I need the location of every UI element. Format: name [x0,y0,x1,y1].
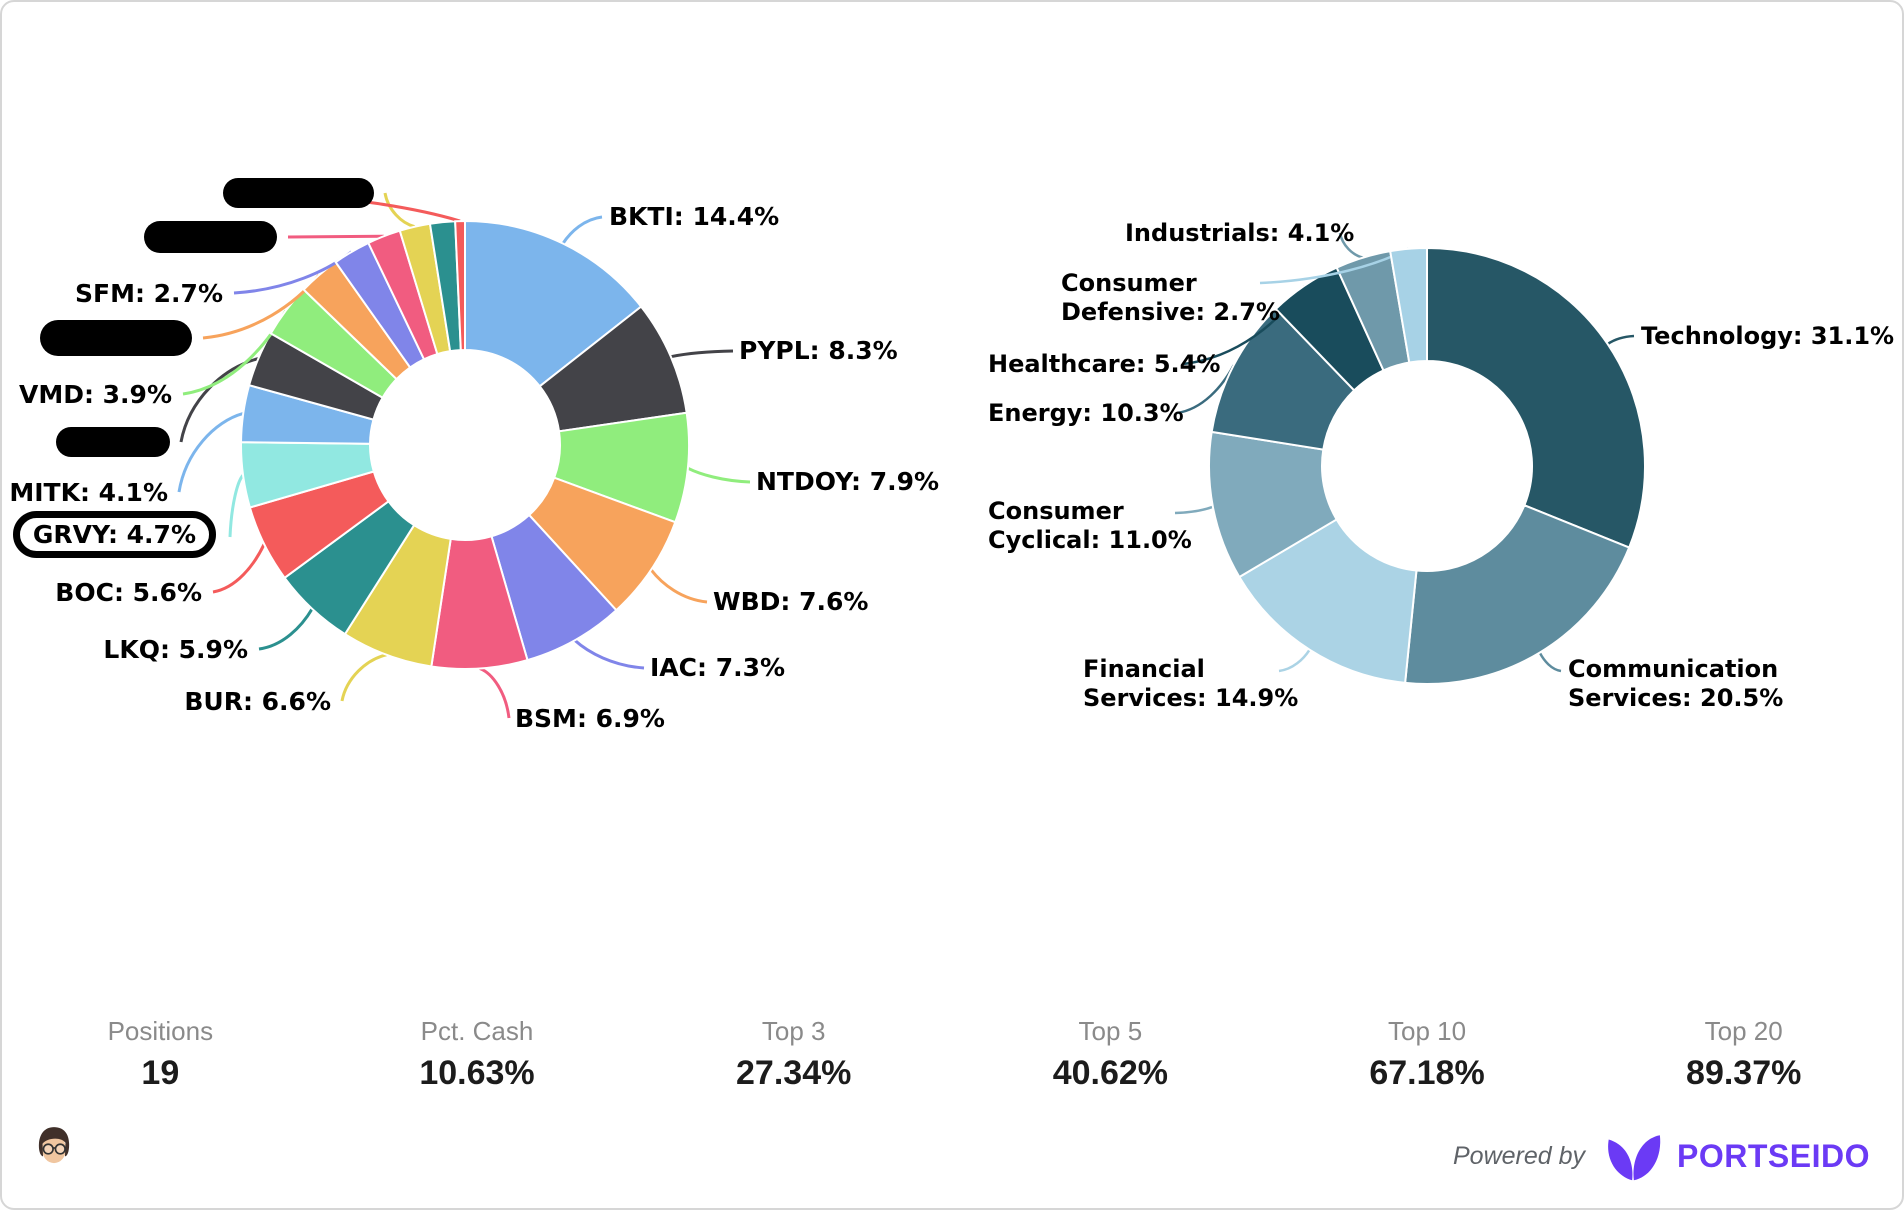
slice-label-SFM: SFM: 2.7% [75,279,223,308]
slice-label-consumer-cyclical: Consumer Cyclical: 11.0% [988,497,1192,554]
stat-top5: Top 5 40.62% [952,1016,1269,1093]
powered-by-text: Powered by [1453,1141,1586,1170]
user-avatar [38,1127,70,1164]
stats-row: Positions 19 Pct. Cash 10.63% Top 3 27.3… [2,1016,1902,1093]
slice-label-BKTI: BKTI: 14.4% [609,202,780,231]
leader-line-GRVY [228,474,245,538]
slice-label-IAC: IAC: 7.3% [650,653,786,682]
leader-line-NTDOY [687,466,751,484]
slice-label-PYPL: PYPL: 8.3% [739,336,898,365]
redacted-label-bar-hidden-4 [223,178,374,208]
slice-label-BSM: BSM: 6.9% [515,704,665,733]
stat-label: Top 10 [1387,1016,1467,1046]
leader-line-hidden-3 [287,234,384,239]
slice-communication-services[interactable] [1404,503,1631,685]
leader-line-financial-services [1278,649,1311,673]
brand-logo-text: PORTSEIDO [1677,1137,1870,1174]
stat-label: Top 20 [1704,1016,1783,1046]
slice-consumer-defensive[interactable] [1389,246,1428,364]
stat-pct-cash: Pct. Cash 10.63% [319,1016,636,1093]
stat-label: Positions [107,1016,214,1046]
slice-label-VMD: VMD: 3.9% [18,380,172,409]
slice-financial-services[interactable] [1237,518,1418,684]
stat-label: Pct. Cash [420,1016,534,1046]
slice-label-BUR: BUR: 6.6% [184,687,331,716]
stat-value: 67.18% [1369,1054,1485,1092]
slice-label-industrials: Industrials: 4.1% [1125,219,1355,247]
redacted-label-bar-hidden-3 [144,221,277,253]
stat-value: 89.37% [1686,1054,1802,1092]
highlight-circle-GRVY: GRVY: 4.7% [12,511,216,558]
slice-label-financial-services: Financial Services: 14.9% [1083,655,1299,712]
slice-label-communication-services: Communication Services: 20.5% [1568,655,1784,712]
stat-positions: Positions 19 [2,1016,319,1093]
stat-label: Top 5 [1078,1016,1143,1046]
leader-line-BUR [340,653,387,702]
stat-top10: Top 10 67.18% [1269,1016,1586,1093]
stat-value: 19 [141,1054,180,1092]
footer-brand[interactable]: Powered by PORTSEIDO [1453,1130,1870,1182]
slice-label-LKQ: LKQ: 5.9% [103,635,248,664]
slice-label-healthcare: Healthcare: 5.4% [988,350,1221,378]
leader-line-BSM [479,667,511,719]
leader-line-MITK [177,411,244,493]
leader-line-hidden-4 [383,192,416,229]
slice-label-GRVY: GRVY: 4.7% [32,520,196,549]
slice-label-BOC: BOC: 5.6% [55,578,202,607]
slice-label-energy: Energy: 10.3% [988,399,1184,427]
slice-technology[interactable] [1426,246,1646,549]
leader-line-LKQ [258,608,314,651]
portseido-leaf-icon [1608,1135,1661,1181]
stat-value: 40.62% [1052,1054,1169,1092]
stat-top3: Top 3 27.34% [635,1016,952,1093]
slice-hidden-6[interactable] [454,219,466,352]
leader-line-communication-services [1538,652,1562,673]
stat-label: Top 3 [761,1016,826,1046]
redacted-label-bar-hidden-1 [56,427,170,457]
leader-line-BOC [212,543,266,594]
stat-top20: Top 20 89.37% [1585,1016,1902,1093]
leader-line-WBD [649,568,708,604]
leader-line-BKTI [561,215,603,245]
slice-label-NTDOY: NTDOY: 7.9% [756,467,940,496]
slice-label-WBD: WBD: 7.6% [713,587,869,616]
stat-value: 27.34% [736,1054,852,1092]
stat-value: 10.63% [419,1054,535,1092]
slice-label-MITK: MITK: 4.1% [9,478,168,507]
slice-label-consumer-defensive: Consumer Defensive: 2.7% [1061,269,1280,326]
leader-line-IAC [573,639,645,670]
slice-BKTI[interactable] [464,219,643,388]
redacted-label-bar-hidden-2 [40,320,192,356]
leader-line-consumer-cyclical [1174,505,1214,515]
leader-line-technology [1606,334,1635,346]
slice-label-technology: Technology: 31.1% [1641,322,1895,350]
leader-line-PYPL [670,349,734,359]
leader-line-industrials [1338,232,1364,259]
